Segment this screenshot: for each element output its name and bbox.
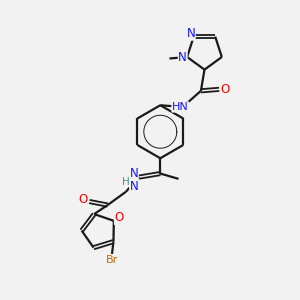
Text: O: O <box>115 212 124 224</box>
Text: Br: Br <box>106 255 118 266</box>
Text: N: N <box>178 50 187 64</box>
Text: O: O <box>220 83 230 96</box>
Text: H: H <box>122 176 130 187</box>
Text: N: N <box>130 180 139 193</box>
Text: HN: HN <box>172 102 189 112</box>
Text: O: O <box>78 193 88 206</box>
Text: N: N <box>129 167 138 180</box>
Text: N: N <box>186 27 195 40</box>
